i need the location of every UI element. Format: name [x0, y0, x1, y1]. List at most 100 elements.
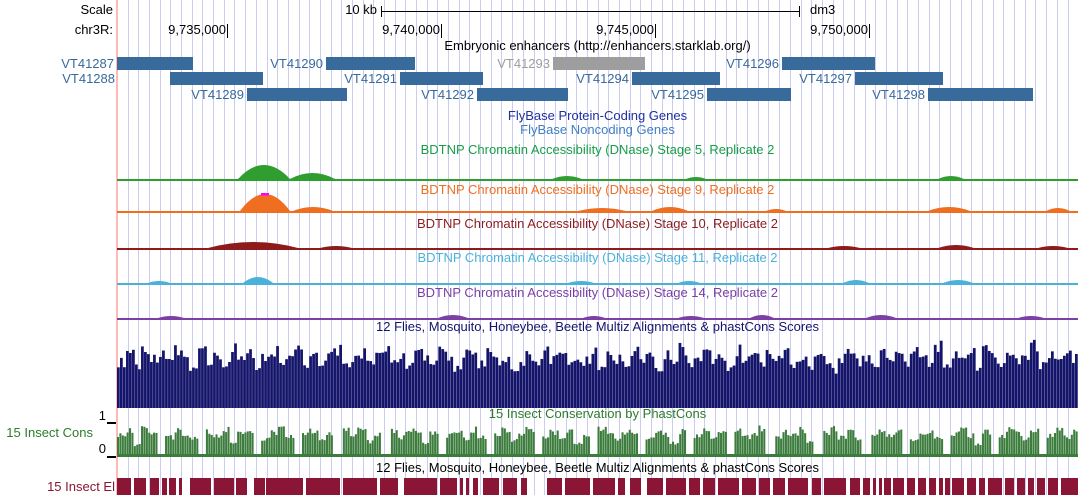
gridline — [672, 0, 674, 495]
multiz-bar — [702, 349, 706, 408]
phastcons-bar — [914, 440, 917, 457]
multiz-bar — [126, 351, 129, 408]
dnase-baseline — [117, 318, 1078, 320]
phastcons-bar — [835, 431, 838, 457]
multiz-bar — [627, 366, 631, 408]
phastcons-bar — [559, 438, 562, 457]
gridline — [821, 0, 823, 495]
enhancer-box[interactable] — [782, 57, 875, 70]
multiz-bar — [774, 360, 778, 408]
multiz-bar — [744, 360, 748, 408]
dnase-stage9-track-title[interactable]: BDTNP Chromatin Accessibility (DNase) St… — [420, 182, 775, 197]
multiz-elements-track-title[interactable]: 12 Flies, Mosquito, Honeybee, Beetle Mul… — [376, 460, 819, 475]
gridline — [789, 0, 791, 495]
multiz-bar — [432, 364, 436, 408]
phastcons-bar — [448, 433, 451, 457]
multiz-bar — [1056, 359, 1060, 408]
phastcons-bar — [426, 442, 429, 457]
enhancer-box[interactable] — [928, 88, 1033, 101]
dnase-stage11-track-title[interactable]: BDTNP Chromatin Accessibility (DNase) St… — [417, 250, 778, 265]
enhancer-box[interactable] — [170, 72, 263, 85]
enhancer-track-title[interactable]: Embryonic enhancers (http://enhancers.st… — [444, 38, 751, 53]
conserved-element-block — [967, 478, 976, 495]
enhancer-box[interactable] — [632, 72, 720, 85]
multiz-bar — [879, 350, 883, 408]
multiz-bar — [153, 354, 156, 408]
multiz-bar — [1032, 339, 1036, 408]
multiz-bar — [381, 352, 385, 408]
phastcons-bar — [244, 432, 247, 457]
multiz-bar — [750, 354, 754, 408]
multiz-bar — [936, 351, 940, 408]
multiz-bar — [1026, 359, 1030, 408]
multiz-bar — [204, 346, 207, 408]
phastcons-bar — [782, 432, 785, 457]
phastcons-bar — [1063, 435, 1066, 457]
multiz-bar — [726, 370, 730, 408]
phastcons-bar — [237, 431, 240, 457]
enhancer-box[interactable] — [326, 57, 415, 70]
dnase-stage5-track-title[interactable]: BDTNP Chromatin Accessibility (DNase) St… — [420, 142, 775, 157]
multiz-bar — [867, 355, 871, 408]
enhancer-box[interactable] — [247, 88, 347, 101]
phastcons-bar — [789, 436, 792, 457]
multiz-bar — [594, 347, 598, 408]
conserved-element-block — [547, 478, 562, 495]
dnase-stage14-track-title[interactable]: BDTNP Chromatin Accessibility (DNase) St… — [416, 285, 779, 300]
multiz-bar — [180, 350, 183, 408]
phastcons-bar — [429, 431, 432, 457]
multiz-bar — [1050, 351, 1054, 408]
multiz-bar — [384, 351, 388, 408]
phastcons-bar — [775, 436, 778, 457]
multiz-bar — [861, 355, 865, 408]
multiz-bar — [360, 358, 364, 408]
enhancer-label: VT41292 — [421, 87, 474, 102]
multiz-bar — [135, 364, 138, 408]
phastcons-bar — [873, 435, 876, 457]
multiz-bar — [720, 357, 724, 408]
phastcons-bar — [1058, 430, 1061, 457]
gridline — [928, 0, 930, 495]
enhancer-box[interactable] — [477, 88, 568, 101]
multiz-bar — [396, 362, 400, 408]
conserved-element-block — [945, 478, 950, 495]
phastcons-bar — [796, 435, 799, 457]
multiz-bar — [429, 364, 433, 408]
flybase-noncoding-genes-title[interactable]: FlyBase Noncoding Genes — [520, 122, 675, 137]
flybase-protein-coding-genes-title[interactable]: FlyBase Protein-Coding Genes — [507, 108, 688, 123]
gridline — [373, 0, 375, 495]
phastcons-bar — [828, 434, 831, 457]
phastcons-track-title[interactable]: 15 Insect Conservation by PhastCons — [488, 406, 707, 421]
enhancer-box[interactable] — [553, 57, 645, 70]
phastcons-bar — [1053, 433, 1057, 457]
multiz-bar — [930, 362, 934, 408]
phastcons-bar — [515, 439, 518, 457]
multiz-bar — [579, 362, 583, 408]
phastcons-bar — [599, 431, 602, 457]
phastcons-bar — [458, 432, 461, 457]
dnase-peak — [583, 316, 605, 318]
phastcons-bar — [708, 431, 711, 457]
phastcons-bar — [681, 429, 684, 457]
multiz-bar — [1041, 362, 1045, 408]
gridline — [576, 0, 578, 495]
enhancer-box[interactable] — [400, 72, 483, 85]
phastcons-bar — [126, 432, 129, 457]
multiz-bar — [981, 346, 985, 408]
phastcons-bar — [631, 432, 634, 457]
conserved-element-block — [254, 478, 265, 495]
dnase-stage10-track-title[interactable]: BDTNP Chromatin Accessibility (DNase) St… — [416, 216, 779, 231]
multiz-track-title[interactable]: 12 Flies, Mosquito, Honeybee, Beetle Mul… — [376, 319, 819, 334]
enhancer-box[interactable] — [855, 72, 943, 85]
multiz-bar — [1017, 364, 1021, 408]
enhancer-box[interactable] — [707, 88, 791, 101]
phastcons-bar — [933, 438, 936, 457]
multiz-bar — [462, 357, 466, 408]
multiz-bar — [1035, 351, 1039, 408]
phastcons-bar — [693, 438, 696, 457]
multiz-bar — [555, 354, 559, 408]
phastcons-axis-max-label: 1 — [98, 408, 106, 423]
phastcons-bar — [664, 432, 667, 457]
enhancer-box[interactable] — [117, 57, 193, 70]
multiz-bar — [336, 355, 339, 408]
